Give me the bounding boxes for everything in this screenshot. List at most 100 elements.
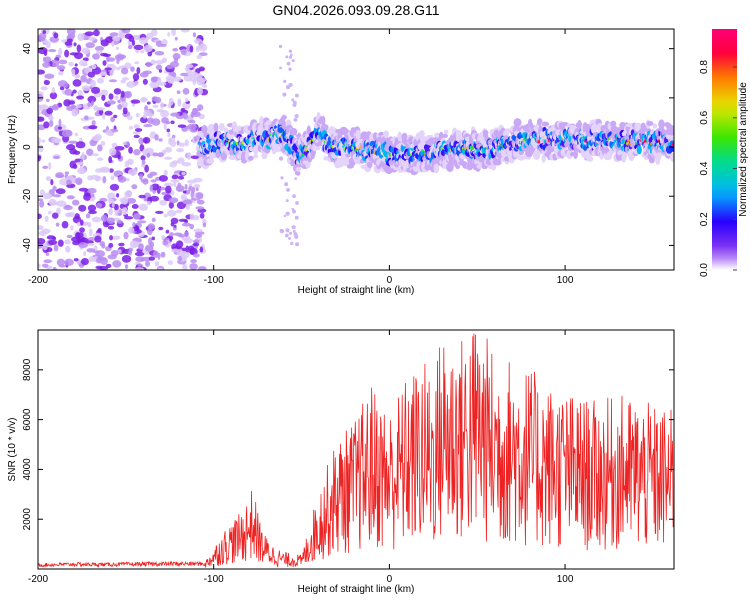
noise-blob bbox=[85, 213, 91, 219]
noise-blob bbox=[66, 195, 75, 200]
noise-blob bbox=[185, 63, 194, 69]
noise-blob bbox=[142, 136, 151, 144]
noise-blob bbox=[42, 61, 51, 68]
faint-dot bbox=[282, 92, 287, 97]
noise-blob bbox=[38, 213, 42, 220]
noise-blob bbox=[180, 29, 191, 33]
noise-blob bbox=[126, 81, 136, 88]
faint-dot bbox=[288, 67, 292, 71]
noise-blob bbox=[139, 72, 149, 78]
noise-blob bbox=[50, 59, 60, 68]
noise-blob bbox=[49, 115, 54, 121]
noise-blob bbox=[108, 79, 117, 83]
top-y-tick-label: 40 bbox=[22, 43, 33, 55]
noise-blob bbox=[91, 216, 102, 223]
noise-blob bbox=[202, 222, 207, 228]
noise-blob bbox=[151, 217, 156, 223]
noise-blob bbox=[110, 116, 116, 123]
noise-blob bbox=[41, 263, 49, 268]
bottom-y-tick-label: 4000 bbox=[22, 458, 33, 481]
noise-blob bbox=[194, 183, 201, 189]
noise-blob bbox=[76, 161, 84, 166]
noise-blob bbox=[169, 140, 177, 147]
noise-blob bbox=[74, 132, 78, 137]
faint-dot bbox=[291, 225, 296, 230]
noise-blob bbox=[132, 73, 140, 81]
noise-blob bbox=[192, 32, 197, 38]
noise-blob bbox=[108, 197, 113, 205]
noise-blob bbox=[126, 197, 137, 204]
noise-blob bbox=[80, 75, 87, 83]
noise-blob bbox=[109, 70, 114, 76]
noise-blob bbox=[151, 118, 161, 126]
ridge-halo bbox=[259, 116, 264, 126]
noise-blob bbox=[138, 137, 144, 145]
noise-blob bbox=[198, 43, 208, 52]
noise-blob bbox=[135, 112, 140, 118]
noise-blob bbox=[72, 199, 80, 206]
noise-blob bbox=[134, 128, 143, 132]
noise-blob bbox=[66, 179, 72, 185]
noise-blob bbox=[113, 114, 118, 119]
noise-blob bbox=[90, 100, 95, 106]
noise-blob bbox=[66, 144, 76, 151]
noise-blob bbox=[81, 47, 91, 54]
noise-blob bbox=[38, 145, 44, 153]
noise-blob bbox=[134, 267, 145, 270]
noise-blob bbox=[155, 60, 164, 65]
noise-blob bbox=[168, 97, 174, 106]
noise-blob bbox=[131, 203, 139, 209]
noise-blob bbox=[171, 134, 176, 139]
colorbar-tick-label: 0.0 bbox=[699, 263, 710, 277]
noise-blob bbox=[117, 249, 122, 254]
colorbar bbox=[712, 29, 737, 270]
noise-blob bbox=[187, 179, 197, 184]
noise-blob bbox=[96, 202, 103, 209]
top-x-tick-label: 0 bbox=[387, 275, 393, 286]
noise-blob bbox=[160, 109, 170, 118]
noise-blob bbox=[79, 219, 84, 226]
ridge-halo bbox=[669, 152, 674, 162]
faint-dot bbox=[280, 176, 284, 180]
colorbar-label: Normalized spectral amplitude bbox=[738, 82, 749, 217]
noise-blob bbox=[77, 167, 87, 175]
noise-blob bbox=[38, 238, 46, 245]
noise-blob bbox=[53, 194, 62, 198]
noise-blob bbox=[89, 79, 97, 88]
noise-blob bbox=[64, 204, 71, 209]
ridge-halo bbox=[323, 124, 329, 130]
noise-blob bbox=[57, 71, 64, 76]
noise-blob bbox=[48, 198, 57, 206]
noise-blob bbox=[155, 64, 163, 71]
noise-blob bbox=[73, 258, 79, 262]
noise-blob bbox=[42, 192, 53, 200]
noise-blob bbox=[93, 104, 99, 111]
snr-series-line bbox=[38, 333, 674, 568]
noise-blob bbox=[127, 115, 133, 121]
noise-blob bbox=[97, 227, 102, 233]
noise-blob bbox=[135, 49, 140, 54]
noise-blob bbox=[120, 67, 129, 75]
noise-blob bbox=[165, 185, 172, 194]
noise-blob bbox=[124, 264, 129, 270]
noise-blob bbox=[182, 199, 193, 205]
noise-blob bbox=[63, 83, 69, 88]
noise-blob bbox=[154, 134, 159, 141]
noise-blob bbox=[91, 120, 96, 126]
noise-blob bbox=[134, 61, 140, 65]
noise-blob bbox=[175, 185, 185, 192]
ridge-halo bbox=[321, 115, 326, 126]
noise-blob bbox=[53, 244, 59, 252]
faint-dot bbox=[289, 53, 293, 57]
noise-blob bbox=[192, 239, 200, 244]
noise-blob bbox=[140, 155, 146, 161]
noise-blob bbox=[76, 95, 85, 100]
noise-blob bbox=[147, 113, 155, 117]
noise-blob bbox=[44, 73, 55, 79]
noise-blob bbox=[154, 96, 162, 104]
noise-blob bbox=[167, 32, 171, 37]
noise-blob bbox=[168, 201, 174, 209]
noise-blob bbox=[192, 108, 201, 112]
noise-blob bbox=[196, 54, 203, 60]
noise-blob bbox=[118, 242, 125, 247]
